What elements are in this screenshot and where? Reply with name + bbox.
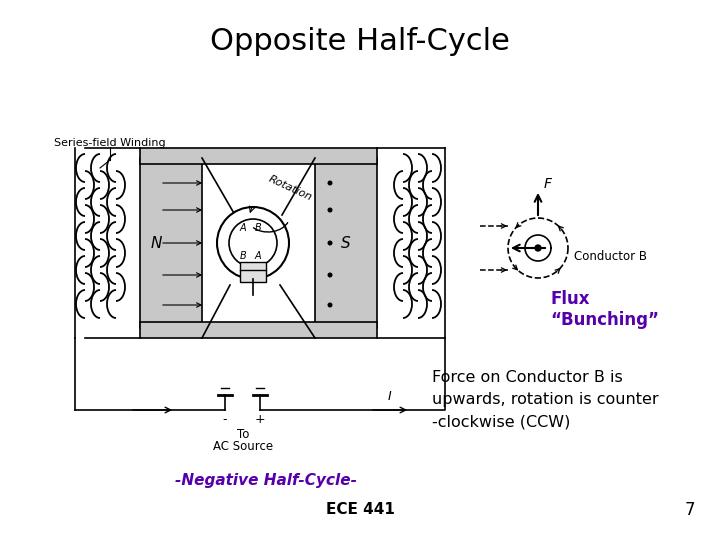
Circle shape: [535, 245, 541, 251]
Text: Opposite Half-Cycle: Opposite Half-Cycle: [210, 28, 510, 57]
Text: B: B: [240, 251, 246, 261]
Text: -Negative Half-Cycle-: -Negative Half-Cycle-: [175, 472, 357, 488]
Bar: [140, 148, 377, 164]
Circle shape: [328, 207, 333, 213]
Circle shape: [328, 273, 333, 278]
Circle shape: [217, 207, 289, 279]
Text: F: F: [544, 177, 552, 191]
Text: Flux
“Bunching”: Flux “Bunching”: [550, 290, 659, 329]
Circle shape: [328, 302, 333, 307]
Text: B: B: [255, 223, 261, 233]
Text: -: -: [222, 413, 228, 426]
Text: A: A: [240, 223, 246, 233]
Text: Conductor B: Conductor B: [574, 249, 647, 262]
Text: A: A: [255, 251, 261, 261]
Text: +: +: [255, 413, 265, 426]
Bar: [240, 262, 266, 282]
Bar: [140, 322, 377, 338]
Text: To: To: [237, 428, 249, 441]
Text: N: N: [150, 235, 162, 251]
Circle shape: [328, 240, 333, 246]
Bar: [140, 158, 202, 328]
Text: I: I: [388, 390, 392, 403]
Bar: [315, 158, 377, 328]
Text: Rotation: Rotation: [266, 173, 313, 202]
Text: Series-field Winding: Series-field Winding: [54, 138, 166, 148]
Text: AC Source: AC Source: [213, 440, 273, 453]
Text: ECE 441: ECE 441: [325, 503, 395, 517]
Circle shape: [328, 180, 333, 186]
Circle shape: [229, 219, 277, 267]
Text: 7: 7: [685, 501, 695, 519]
Text: Force on Conductor B is
upwards, rotation is counter
-clockwise (CCW): Force on Conductor B is upwards, rotatio…: [432, 370, 659, 429]
Text: S: S: [341, 235, 351, 251]
